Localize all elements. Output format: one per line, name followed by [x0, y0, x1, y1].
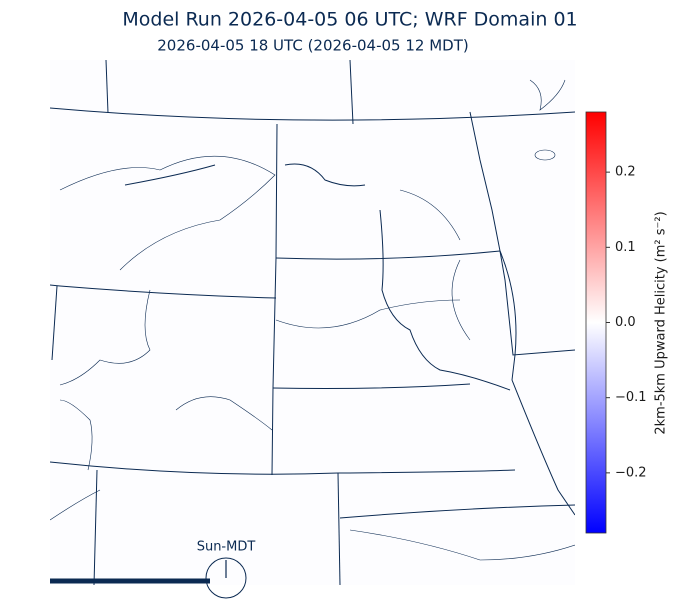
subtitle: 2026-04-05 18 UTC (2026-04-05 12 MDT) — [157, 37, 468, 55]
colorbar: 0.2 0.1 0.0 −0.1 −0.2 — [585, 111, 647, 534]
colorbar-tick-label: −0.1 — [615, 390, 647, 405]
timeline-label: Sun-MDT — [197, 540, 256, 555]
colorbar-tick-label: −0.2 — [615, 465, 647, 480]
colorbar-label: 2km-5km Upward Helicity (m² s⁻²) — [654, 211, 669, 434]
colorbar-gradient — [585, 111, 607, 534]
map — [50, 60, 575, 585]
title: Model Run 2026-04-05 06 UTC; WRF Domain … — [122, 9, 577, 31]
colorbar-tick-label: 0.0 — [615, 315, 636, 330]
colorbar-tick-label: 0.2 — [615, 165, 636, 180]
colorbar-tick-label: 0.1 — [615, 240, 636, 255]
clock — [205, 557, 247, 599]
